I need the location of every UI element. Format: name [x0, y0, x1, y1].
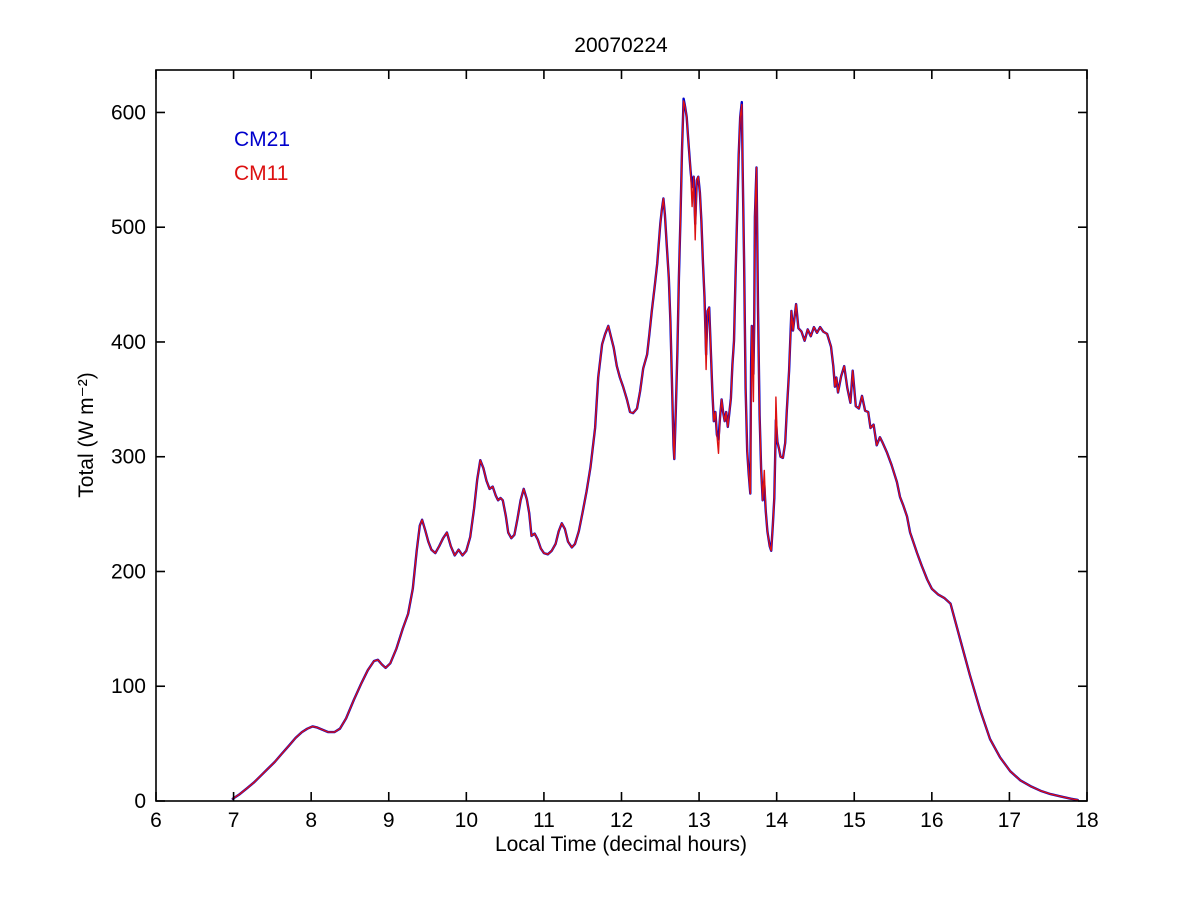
cm11-line — [232, 100, 1079, 801]
x-tick-label: 10 — [455, 809, 478, 832]
x-tick-label: 15 — [843, 809, 866, 832]
x-tick-label: 18 — [1075, 809, 1098, 832]
y-tick-label: 300 — [111, 446, 146, 469]
y-tick-label: 200 — [111, 560, 146, 583]
y-tick-label: 100 — [111, 675, 146, 698]
x-tick-label: 17 — [998, 809, 1021, 832]
y-tick-label: 400 — [111, 331, 146, 354]
x-tick-label: 16 — [920, 809, 943, 832]
x-tick-label: 6 — [150, 809, 162, 832]
x-axis-label: Local Time (decimal hours) — [495, 833, 747, 856]
legend-label-cm11: CM11 — [234, 162, 288, 185]
x-tick-label: 7 — [228, 809, 240, 832]
x-tick-label: 9 — [383, 809, 395, 832]
cm21-line — [231, 97, 1079, 802]
x-tick-label: 14 — [765, 809, 789, 832]
x-tick-label: 12 — [610, 809, 633, 832]
y-tick-label: 600 — [111, 101, 146, 124]
y-axis-label: Total (W m⁻²) — [75, 372, 98, 497]
axes-box — [155, 69, 1088, 802]
x-tick-label: 8 — [305, 809, 317, 832]
y-tick-label: 0 — [134, 790, 146, 813]
x-tick-label: 11 — [533, 809, 555, 832]
y-tick-label: 500 — [111, 216, 146, 239]
legend-label-cm21: CM21 — [234, 128, 290, 151]
x-tick-label: 13 — [687, 809, 710, 832]
chart-title: 20070224 — [574, 34, 668, 57]
